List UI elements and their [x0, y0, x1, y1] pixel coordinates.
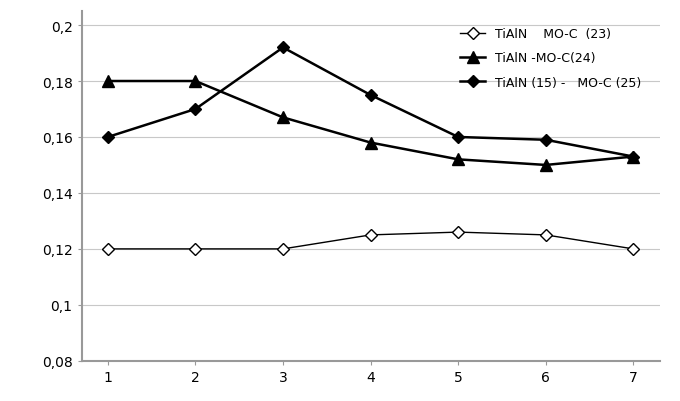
Legend: TiAlN    MO-C  (23), TiAlN -MO-C(24), TiAlN (15) -   MO-C (25): TiAlN MO-C (23), TiAlN -MO-C(24), TiAlN …: [454, 22, 647, 95]
